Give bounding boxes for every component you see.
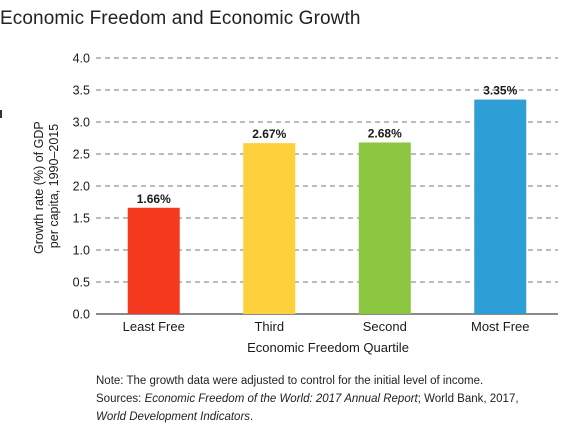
bar xyxy=(358,142,411,314)
bar-value-labels: 1.66% 2.67% 2.68% 3.35% xyxy=(137,84,518,206)
y-axis-label-line1: Growth rate (%) of GDP xyxy=(32,122,46,254)
y-tick-label: 0.0 xyxy=(73,308,90,322)
bar-value-label: 2.67% xyxy=(252,127,286,141)
bar-value-label: 2.68% xyxy=(368,126,402,140)
source-note: Note: The growth data were adjusted to c… xyxy=(96,372,519,426)
y-tick-labels: 0.0 0.5 1.0 1.5 2.0 2.5 3.0 3.5 4.0 xyxy=(73,52,90,322)
chart-title: Economic Freedom and Economic Growth xyxy=(0,8,361,29)
y-tick-label: 1.0 xyxy=(73,244,90,258)
y-tick-label: 4.0 xyxy=(73,52,90,66)
x-tick-label: Second xyxy=(363,319,407,334)
bar-value-label: 1.66% xyxy=(137,192,171,206)
bars xyxy=(127,99,527,314)
bar xyxy=(127,207,180,314)
y-axis-label-line2: per capita, 1990–2015 xyxy=(47,124,61,248)
sources-report-title: Economic Freedom of the World: 2017 Annu… xyxy=(144,393,418,405)
sources-prefix: Sources: xyxy=(96,393,145,405)
bar-value-label: 3.35% xyxy=(483,84,517,98)
y-tick-label: 3.5 xyxy=(73,84,90,98)
y-tick-label: 1.5 xyxy=(73,212,90,226)
sources-indicators-title: World Development Indicators xyxy=(96,411,251,423)
y-tick-label: 2.0 xyxy=(73,180,90,194)
x-tick-label: Least Free xyxy=(123,319,185,334)
y-tick-label: 2.5 xyxy=(73,148,90,162)
x-tick-labels: Least Free Third Second Most Free xyxy=(123,319,530,334)
sources-line: Sources: Economic Freedom of the World: … xyxy=(96,390,519,408)
bar xyxy=(474,99,527,314)
sources-suffix: . xyxy=(250,411,254,423)
y-tick-label: 3.0 xyxy=(73,116,90,130)
note-line: Note: The growth data were adjusted to c… xyxy=(96,375,484,387)
y-tick-label: 0.5 xyxy=(73,276,90,290)
x-axis-label: Economic Freedom Quartile xyxy=(247,340,409,355)
sources-line-2: World Development Indicators. xyxy=(96,408,519,426)
bar xyxy=(243,143,296,314)
x-tick-label: Third xyxy=(254,319,284,334)
y-axis-label: Growth rate (%) of GDP per capita, 1990–… xyxy=(32,118,61,254)
side-marker xyxy=(0,110,2,118)
sources-mid: ; World Bank, 2017, xyxy=(417,393,519,405)
x-tick-label: Most Free xyxy=(471,319,530,334)
